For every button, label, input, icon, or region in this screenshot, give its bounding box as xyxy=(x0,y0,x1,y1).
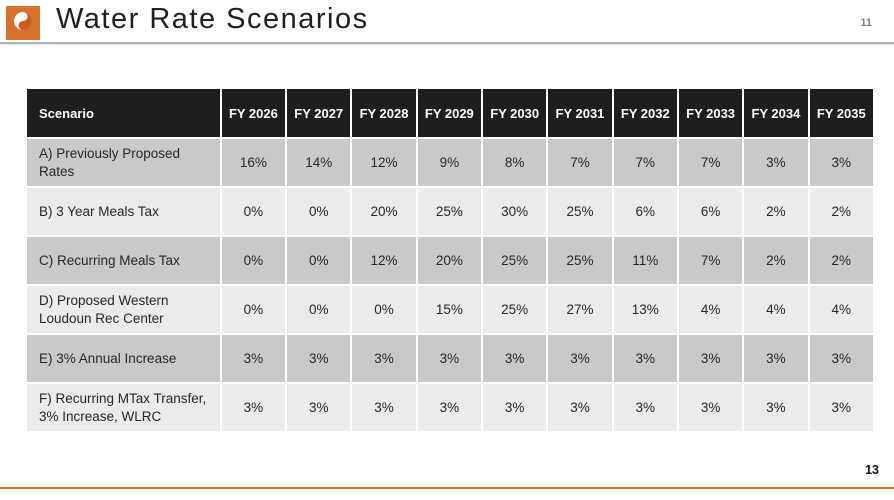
rate-cell: 2% xyxy=(744,237,808,284)
table-body: A) Previously Proposed Rates 16% 14% 12% 9% 8… xyxy=(27,139,873,431)
rate-cell: 7% xyxy=(548,139,612,186)
rate-cell: 3% xyxy=(744,384,808,431)
rate-cell: 25% xyxy=(548,188,612,235)
rate-scenarios-table: Scenario FY 2026 FY 2027 FY 2028 FY 2029 FY 2… xyxy=(25,87,875,433)
fy-column-header: FY 2032 xyxy=(613,89,677,137)
scenario-label-cell: A) Previously Proposed Rates xyxy=(27,139,220,186)
scenario-label-cell: D) Proposed Western Loudoun Rec Center xyxy=(27,286,220,333)
rate-cell: 7% xyxy=(678,139,743,186)
table-row: A) Previously Proposed Rates 16% 14% 12% 9% 8… xyxy=(27,139,873,186)
rate-cell: 13% xyxy=(613,286,677,333)
rate-cell: 27% xyxy=(548,286,612,333)
rate-cell: 3% xyxy=(417,384,481,431)
pie-swirl-icon xyxy=(10,8,36,39)
table-row: E) 3% Annual Increase 3% 3% 3% 3% 3% 3% 3% 3% 3% 3… xyxy=(27,335,873,382)
fy-column-header: FY 2035 xyxy=(809,89,873,137)
rate-cell: 0% xyxy=(287,237,351,284)
slide-header: Water Rate Scenarios 11 xyxy=(0,0,894,45)
fy-column-header: FY 2026 xyxy=(221,89,286,137)
rate-cell: 3% xyxy=(809,335,873,382)
fy-column-header: FY 2034 xyxy=(744,89,808,137)
table-row: B) 3 Year Meals Tax 0% 0% 20% 25% 30% 25% 6% 6% 2… xyxy=(27,188,873,235)
rate-cell: 25% xyxy=(548,237,612,284)
rate-cell: 6% xyxy=(613,188,677,235)
rate-cell: 3% xyxy=(287,335,351,382)
rate-cell: 3% xyxy=(483,384,547,431)
rate-cell: 3% xyxy=(548,384,612,431)
rate-cell: 3% xyxy=(613,335,677,382)
scenario-label-cell: B) 3 Year Meals Tax xyxy=(27,188,220,235)
fy-column-header: FY 2030 xyxy=(483,89,547,137)
fy-column-header: FY 2028 xyxy=(352,89,416,137)
rate-cell: 3% xyxy=(809,384,873,431)
header-page-number: 11 xyxy=(860,17,872,29)
rate-cell: 7% xyxy=(613,139,677,186)
rate-cell: 11% xyxy=(613,237,677,284)
rate-cell: 25% xyxy=(483,237,547,284)
rate-cell: 3% xyxy=(287,384,351,431)
rate-cell: 3% xyxy=(744,139,808,186)
rate-cell: 3% xyxy=(483,335,547,382)
company-logo xyxy=(6,6,40,40)
scenario-label-cell: E) 3% Annual Increase xyxy=(27,335,220,382)
rate-cell: 2% xyxy=(744,188,808,235)
rate-cell: 20% xyxy=(417,237,481,284)
rate-cell: 3% xyxy=(613,384,677,431)
rate-cell: 16% xyxy=(221,139,286,186)
scenario-label-cell: F) Recurring MTax Transfer, 3% Increase,… xyxy=(27,384,220,431)
title-divider-line xyxy=(0,42,894,45)
rate-cell: 30% xyxy=(483,188,547,235)
footer-page-number: 13 xyxy=(865,463,879,477)
rate-cell: 3% xyxy=(678,335,743,382)
fy-column-header: FY 2029 xyxy=(417,89,481,137)
rate-cell: 3% xyxy=(352,335,416,382)
rate-cell: 20% xyxy=(352,188,416,235)
rate-scenarios-table-container: Scenario FY 2026 FY 2027 FY 2028 FY 2029 FY 2… xyxy=(25,87,875,433)
rate-cell: 0% xyxy=(221,237,286,284)
rate-cell: 2% xyxy=(809,237,873,284)
scenario-label-cell: C) Recurring Meals Tax xyxy=(27,237,220,284)
rate-cell: 3% xyxy=(352,384,416,431)
rate-cell: 12% xyxy=(352,139,416,186)
rate-cell: 12% xyxy=(352,237,416,284)
rate-cell: 3% xyxy=(744,335,808,382)
rate-cell: 0% xyxy=(221,188,286,235)
rate-cell: 7% xyxy=(678,237,743,284)
table-row: D) Proposed Western Loudoun Rec Center 0%… xyxy=(27,286,873,333)
fy-column-header: FY 2027 xyxy=(287,89,351,137)
rate-cell: 25% xyxy=(483,286,547,333)
rate-cell: 3% xyxy=(417,335,481,382)
page-title: Water Rate Scenarios xyxy=(56,3,369,35)
rate-cell: 3% xyxy=(678,384,743,431)
rate-cell: 6% xyxy=(678,188,743,235)
rate-cell: 4% xyxy=(744,286,808,333)
table-row: F) Recurring MTax Transfer, 3% Increase,… xyxy=(27,384,873,431)
rate-cell: 4% xyxy=(678,286,743,333)
rate-cell: 3% xyxy=(221,335,286,382)
rate-cell: 8% xyxy=(483,139,547,186)
rate-cell: 9% xyxy=(417,139,481,186)
rate-cell: 15% xyxy=(417,286,481,333)
rate-cell: 4% xyxy=(809,286,873,333)
rate-cell: 3% xyxy=(809,139,873,186)
rate-cell: 25% xyxy=(417,188,481,235)
fy-column-header: FY 2033 xyxy=(678,89,743,137)
rate-cell: 2% xyxy=(809,188,873,235)
table-header-row: Scenario FY 2026 FY 2027 FY 2028 FY 2029 FY 2… xyxy=(27,89,873,137)
scenario-column-header: Scenario xyxy=(27,89,220,137)
footer-accent-line xyxy=(0,487,894,489)
rate-cell: 3% xyxy=(221,384,286,431)
fy-column-header: FY 2031 xyxy=(548,89,612,137)
rate-cell: 0% xyxy=(352,286,416,333)
rate-cell: 0% xyxy=(221,286,286,333)
rate-cell: 0% xyxy=(287,286,351,333)
rate-cell: 14% xyxy=(287,139,351,186)
table-row: C) Recurring Meals Tax 0% 0% 12% 20% 25% 25% 11… xyxy=(27,237,873,284)
rate-cell: 0% xyxy=(287,188,351,235)
rate-cell: 3% xyxy=(548,335,612,382)
